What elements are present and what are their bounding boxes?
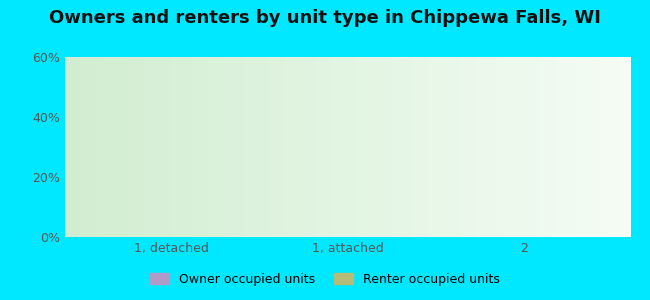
Legend: Owner occupied units, Renter occupied units: Owner occupied units, Renter occupied un… xyxy=(146,268,504,291)
Bar xyxy=(525,219,574,237)
Bar xyxy=(171,222,220,237)
Bar xyxy=(122,93,171,237)
Bar xyxy=(475,232,525,237)
Text: Owners and renters by unit type in Chippewa Falls, WI: Owners and renters by unit type in Chipp… xyxy=(49,9,601,27)
Bar xyxy=(348,227,397,237)
Text: City-Data.com: City-Data.com xyxy=(551,61,625,70)
Bar xyxy=(298,228,348,237)
